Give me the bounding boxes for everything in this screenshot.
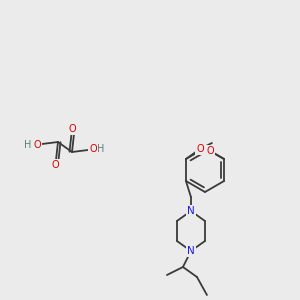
Text: O: O — [68, 124, 76, 134]
Text: N: N — [187, 246, 195, 256]
Text: O: O — [51, 160, 59, 170]
Text: N: N — [187, 206, 195, 216]
Text: O: O — [33, 140, 41, 150]
Text: H: H — [24, 140, 32, 150]
Text: O: O — [206, 146, 214, 156]
Text: O: O — [196, 144, 204, 154]
Text: H: H — [97, 144, 105, 154]
Text: O: O — [89, 144, 97, 154]
